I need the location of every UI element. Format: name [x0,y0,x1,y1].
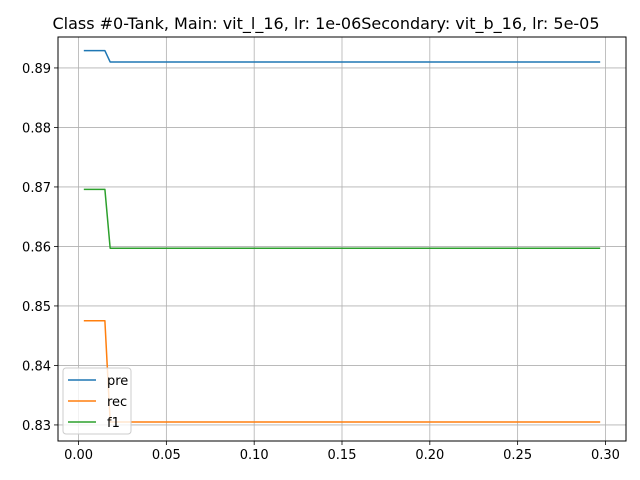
x-tick-label: 0.00 [64,448,93,463]
y-tick-label: 0.85 [22,300,51,315]
y-tick-label: 0.84 [22,359,51,374]
y-tick-label: 0.88 [22,121,51,136]
y-tick-label: 0.87 [22,181,51,196]
legend: pre rec f1 [62,367,132,435]
y-axis: 0.83 0.84 0.85 0.86 0.87 0.88 0.89 [22,62,58,434]
series-line-pre [83,49,601,63]
legend-label-pre: pre [107,374,128,389]
x-axis: 0.00 0.05 0.10 0.15 0.20 0.25 0.30 [64,441,620,463]
x-tick-label: 0.10 [240,448,269,463]
series-line-f1 [83,188,601,249]
y-tick-label: 0.83 [22,419,51,434]
x-tick-label: 0.15 [328,448,357,463]
x-tick-label: 0.25 [503,448,532,463]
y-tick-label: 0.86 [22,240,51,255]
chart-title: Class #0-Tank, Main: vit_l_16, lr: 1e-06… [52,14,599,34]
grid-lines [58,37,626,441]
x-tick-label: 0.30 [591,448,620,463]
x-tick-label: 0.20 [415,448,444,463]
x-tick-label: 0.05 [152,448,181,463]
legend-box [62,367,132,435]
legend-label-rec: rec [107,395,127,410]
legend-label-f1: f1 [107,416,120,431]
y-tick-label: 0.89 [22,62,51,77]
